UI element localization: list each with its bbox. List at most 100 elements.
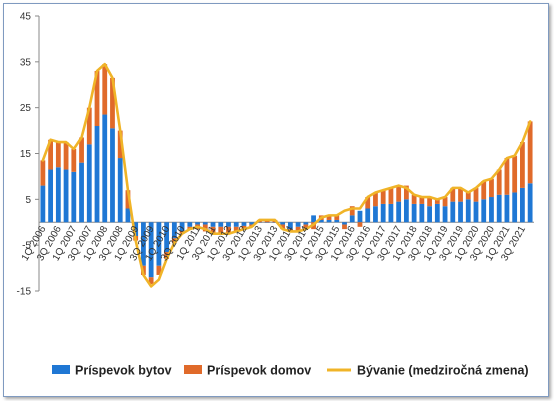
bar-prispevok-bytov [520,187,525,223]
bar-prispevok-bytov [504,194,510,223]
bar-prispevok-bytov [187,222,193,227]
bar-prispevok-domov [496,169,502,195]
bar-prispevok-domov [326,215,332,220]
bar-prispevok-bytov [110,128,115,223]
bar-prispevok-domov [357,222,363,227]
bar-prispevok-bytov [527,183,533,223]
legend-swatch-prispevok-bytov [52,365,70,374]
bar-prispevok-bytov [481,199,487,223]
bar-prispevok-domov [365,197,371,209]
bar-prispevok-bytov [473,201,479,223]
bar-prispevok-domov [403,185,409,200]
line-byvanie [41,62,532,288]
bar-prispevok-domov [40,160,46,186]
bar-prispevok-bytov [71,171,77,223]
bar-prispevok-domov [110,77,115,129]
bar-prispevok-bytov [318,219,324,223]
bar-prispevok-domov [94,71,100,126]
bar-prispevok-bytov [496,194,502,223]
y-tick-label: 45 [20,12,32,23]
bar-prispevok-bytov [465,199,471,223]
bar-prispevok-bytov [141,222,146,266]
bar-prispevok-domov [63,142,69,170]
chart-frame: -15 -5 5 15 25 35 45 1Q 2006 3Q 2006 1Q 2007 3Q 20… [3,3,549,397]
bar-prispevok-domov [334,215,340,220]
bar-prispevok-domov [481,181,487,200]
bar-prispevok-bytov [280,222,286,225]
bar-prispevok-bytov [226,222,231,227]
bar-prispevok-bytov [210,222,216,227]
bar-prispevok-bytov [442,206,448,223]
bar-prispevok-bytov [257,222,262,223]
bar-prispevok-domov [233,226,239,232]
y-tick-label: 35 [20,57,32,68]
bar-prispevok-bytov [349,215,355,223]
bar-prispevok-bytov [512,192,518,223]
bar-prispevok-bytov [249,222,255,225]
bar-prispevok-bytov [388,203,394,223]
bar-prispevok-domov [465,192,471,200]
bar-prispevok-bytov [218,222,224,227]
bar-prispevok-domov [125,190,131,209]
y-tick-label: 15 [20,149,32,160]
bar-prispevok-bytov [411,203,417,223]
bar-prispevok-domov [512,155,518,193]
bar-prispevok-domov [117,130,123,159]
bar-prispevok-domov [434,199,440,204]
legend-label-byvanie: Bývanie (medziročná zmena) [357,364,529,378]
y-tick-label: -15 [17,287,32,298]
bar-prispevok-bytov [357,210,363,223]
bar-prispevok-bytov [79,162,84,223]
bar-prispevok-bytov [373,206,378,223]
bar-prispevok-bytov [63,169,69,223]
y-tick-label: -5 [22,241,31,252]
bar-prispevok-domov [171,238,177,243]
bar-prispevok-domov [396,185,402,202]
bar-prispevok-domov [489,178,494,198]
bar-prispevok-domov [380,190,386,204]
bar-prispevok-domov [102,64,108,115]
bar-prispevok-domov [419,197,425,204]
bar-prispevok-bytov [458,201,463,223]
bar-prispevok-bytov [48,169,53,223]
bar-prispevok-bytov [334,219,340,223]
legend-swatch-prispevok-domov [184,365,202,374]
bar-prispevok-domov [427,197,432,207]
bar-prispevok-bytov [295,222,301,227]
bar-prispevok-domov [303,224,309,230]
bar-prispevok-bytov [117,158,123,223]
bar-prispevok-bytov [86,144,92,223]
bar-prispevok-domov [210,226,216,234]
bar-prispevok-domov [218,226,224,234]
bar-prispevok-bytov [202,222,208,225]
bar-prispevok-domov [55,142,61,168]
bar-prispevok-bytov [55,167,61,223]
bar-prispevok-bytov [365,208,371,223]
bar-prispevok-bytov [380,203,386,223]
bar-prispevok-bytov [171,222,177,239]
bar-prispevok-bytov [272,222,278,223]
bar-prispevok-domov [373,192,378,207]
y-tick-label: 25 [20,103,32,114]
legend-label-prispevok-domov: Príspevok domov [207,364,311,378]
bar-prispevok-domov [349,206,355,216]
bar-prispevok-domov [295,226,301,232]
bar-prispevok-domov [86,107,92,145]
bar-prispevok-bytov [94,126,100,223]
bar-prispevok-bytov [403,199,409,223]
bar-prispevok-bytov [164,222,170,253]
bar-prispevok-domov [226,226,231,234]
bar-prispevok-domov [458,187,463,202]
bar-prispevok-bytov [264,222,270,223]
bar-prispevok-bytov [419,203,425,223]
bar-prispevok-bytov [148,222,154,278]
bar-prispevok-domov [241,225,247,230]
bar-prispevok-domov [164,252,170,259]
bar-prispevok-domov [473,187,479,202]
legend-label-prispevok-bytov: Príspevok bytov [75,364,172,378]
bar-prispevok-domov [71,148,77,172]
bar-prispevok-domov [411,194,417,204]
bar-prispevok-bytov [287,222,293,230]
y-tick-label: 5 [25,195,31,206]
